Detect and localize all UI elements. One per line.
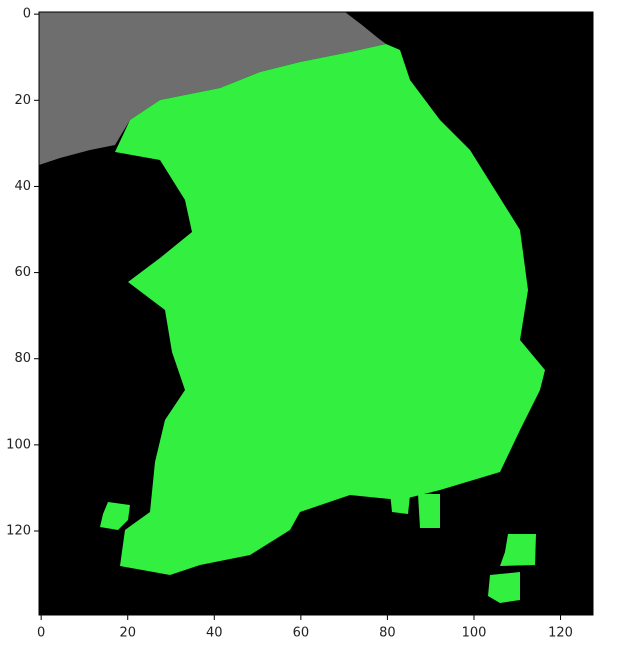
y-tick-label: 20: [14, 93, 31, 108]
y-tick-label: 40: [14, 179, 31, 194]
y-tick-label: 80: [14, 351, 31, 366]
x-tick-label: 0: [37, 626, 45, 641]
x-tick-label: 60: [293, 626, 310, 641]
image: [39, 12, 593, 615]
island: [500, 534, 536, 566]
x-tick-label: 100: [462, 626, 487, 641]
island: [488, 572, 520, 603]
gray-region: [39, 12, 386, 165]
x-tick-label: 80: [379, 626, 396, 641]
island: [418, 494, 440, 528]
y-tick-label: 100: [6, 437, 31, 452]
axes-frame: [38, 11, 594, 616]
y-tick-label: 60: [14, 265, 31, 280]
green-region: [115, 44, 545, 575]
island: [390, 492, 410, 514]
x-tick-label: 120: [548, 626, 573, 641]
island: [100, 502, 130, 530]
x-tick-label: 20: [119, 626, 136, 641]
y-tick-label: 120: [6, 524, 31, 539]
y-tick-label: 0: [23, 7, 31, 22]
x-tick-label: 40: [206, 626, 223, 641]
